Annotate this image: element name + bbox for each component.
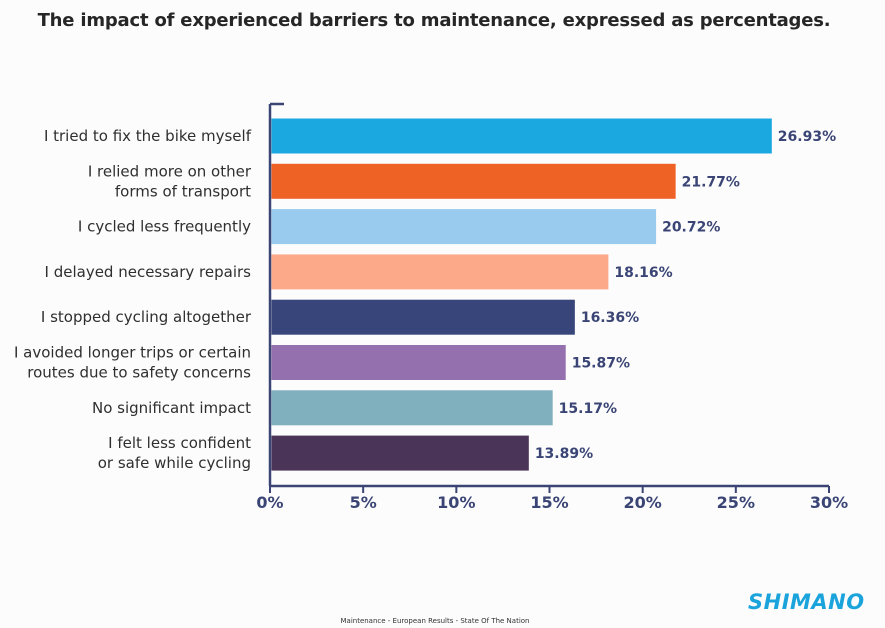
category-label: I cycled less frequently <box>78 218 251 236</box>
category-label: I tried to fix the bike myself <box>44 127 252 145</box>
bar-value-label: 13.89% <box>535 446 593 462</box>
x-tick-label: 30% <box>810 493 848 512</box>
footer-note: Maintenance - European Results - State O… <box>340 617 530 625</box>
category-label: forms of transport <box>115 182 251 200</box>
category-label: No significant impact <box>92 399 251 417</box>
category-label: or safe while cycling <box>98 454 251 472</box>
category-label: I felt less confident <box>108 434 251 452</box>
bar <box>271 118 772 154</box>
category-label: I avoided longer trips or certain <box>14 344 251 362</box>
shimano-logo: SHIMANO <box>748 590 865 614</box>
bar-value-label: 15.17% <box>559 401 617 417</box>
bar-value-label: 15.87% <box>572 356 630 372</box>
bar <box>271 254 609 290</box>
category-label: I stopped cycling altogether <box>41 308 252 326</box>
x-tick-label: 10% <box>437 493 475 512</box>
category-label: I delayed necessary repairs <box>45 263 252 281</box>
bar-value-label: 21.77% <box>682 174 740 190</box>
bar <box>271 299 575 335</box>
bar-value-label: 20.72% <box>662 220 720 236</box>
bar <box>271 435 529 471</box>
category-label: routes due to safety concerns <box>27 364 251 382</box>
bar <box>271 209 657 245</box>
x-tick-label: 15% <box>530 493 568 512</box>
bar-value-label: 26.93% <box>778 129 836 145</box>
bar <box>271 163 676 199</box>
x-tick-label: 20% <box>624 493 662 512</box>
bar-value-label: 16.36% <box>581 310 639 326</box>
x-tick-label: 25% <box>717 493 755 512</box>
bar <box>271 345 566 380</box>
chart-title: The impact of experienced barriers to ma… <box>37 10 831 31</box>
bar <box>271 390 553 426</box>
x-tick-label: 0% <box>256 493 283 512</box>
category-label: I relied more on other <box>88 162 252 180</box>
x-tick-label: 5% <box>350 493 377 512</box>
bar-value-label: 18.16% <box>614 265 672 281</box>
